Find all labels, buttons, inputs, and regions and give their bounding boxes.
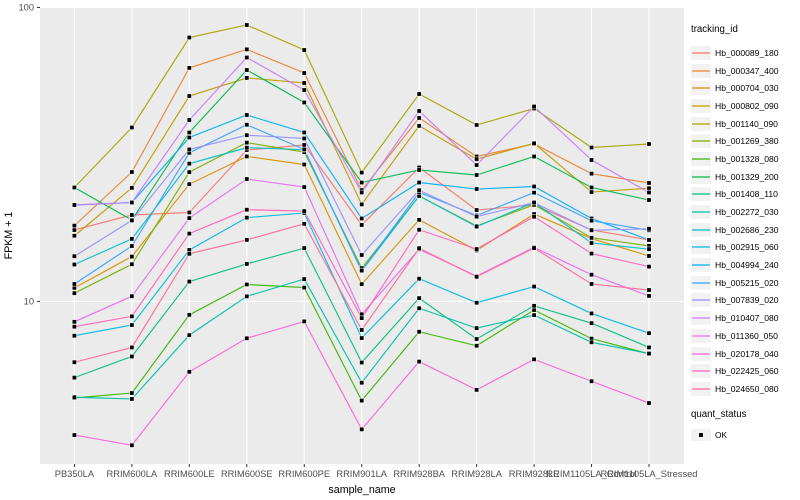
svg-text:10: 10 bbox=[24, 296, 34, 306]
svg-text:PB350LA: PB350LA bbox=[55, 469, 95, 479]
svg-text:RRIM600PE: RRIM600PE bbox=[278, 469, 330, 479]
svg-text:RRIM1105LA_Stressed: RRIM1105LA_Stressed bbox=[601, 469, 698, 479]
svg-text:FPKM + 1: FPKM + 1 bbox=[3, 212, 15, 260]
svg-text:RRIM600LA: RRIM600LA bbox=[107, 469, 158, 479]
svg-text:RRIM928LA: RRIM928LA bbox=[451, 469, 502, 479]
svg-text:RRIM600SE: RRIM600SE bbox=[221, 469, 273, 479]
svg-text:RRIM928BA: RRIM928BA bbox=[393, 469, 445, 479]
svg-text:RRIM600LE: RRIM600LE bbox=[164, 469, 215, 479]
svg-text:RRIM901LA: RRIM901LA bbox=[336, 469, 387, 479]
svg-text:100: 100 bbox=[18, 3, 34, 13]
svg-text:sample_name: sample_name bbox=[328, 484, 395, 496]
